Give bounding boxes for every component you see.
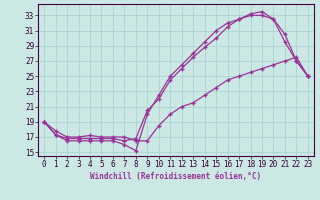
X-axis label: Windchill (Refroidissement éolien,°C): Windchill (Refroidissement éolien,°C) (91, 172, 261, 181)
